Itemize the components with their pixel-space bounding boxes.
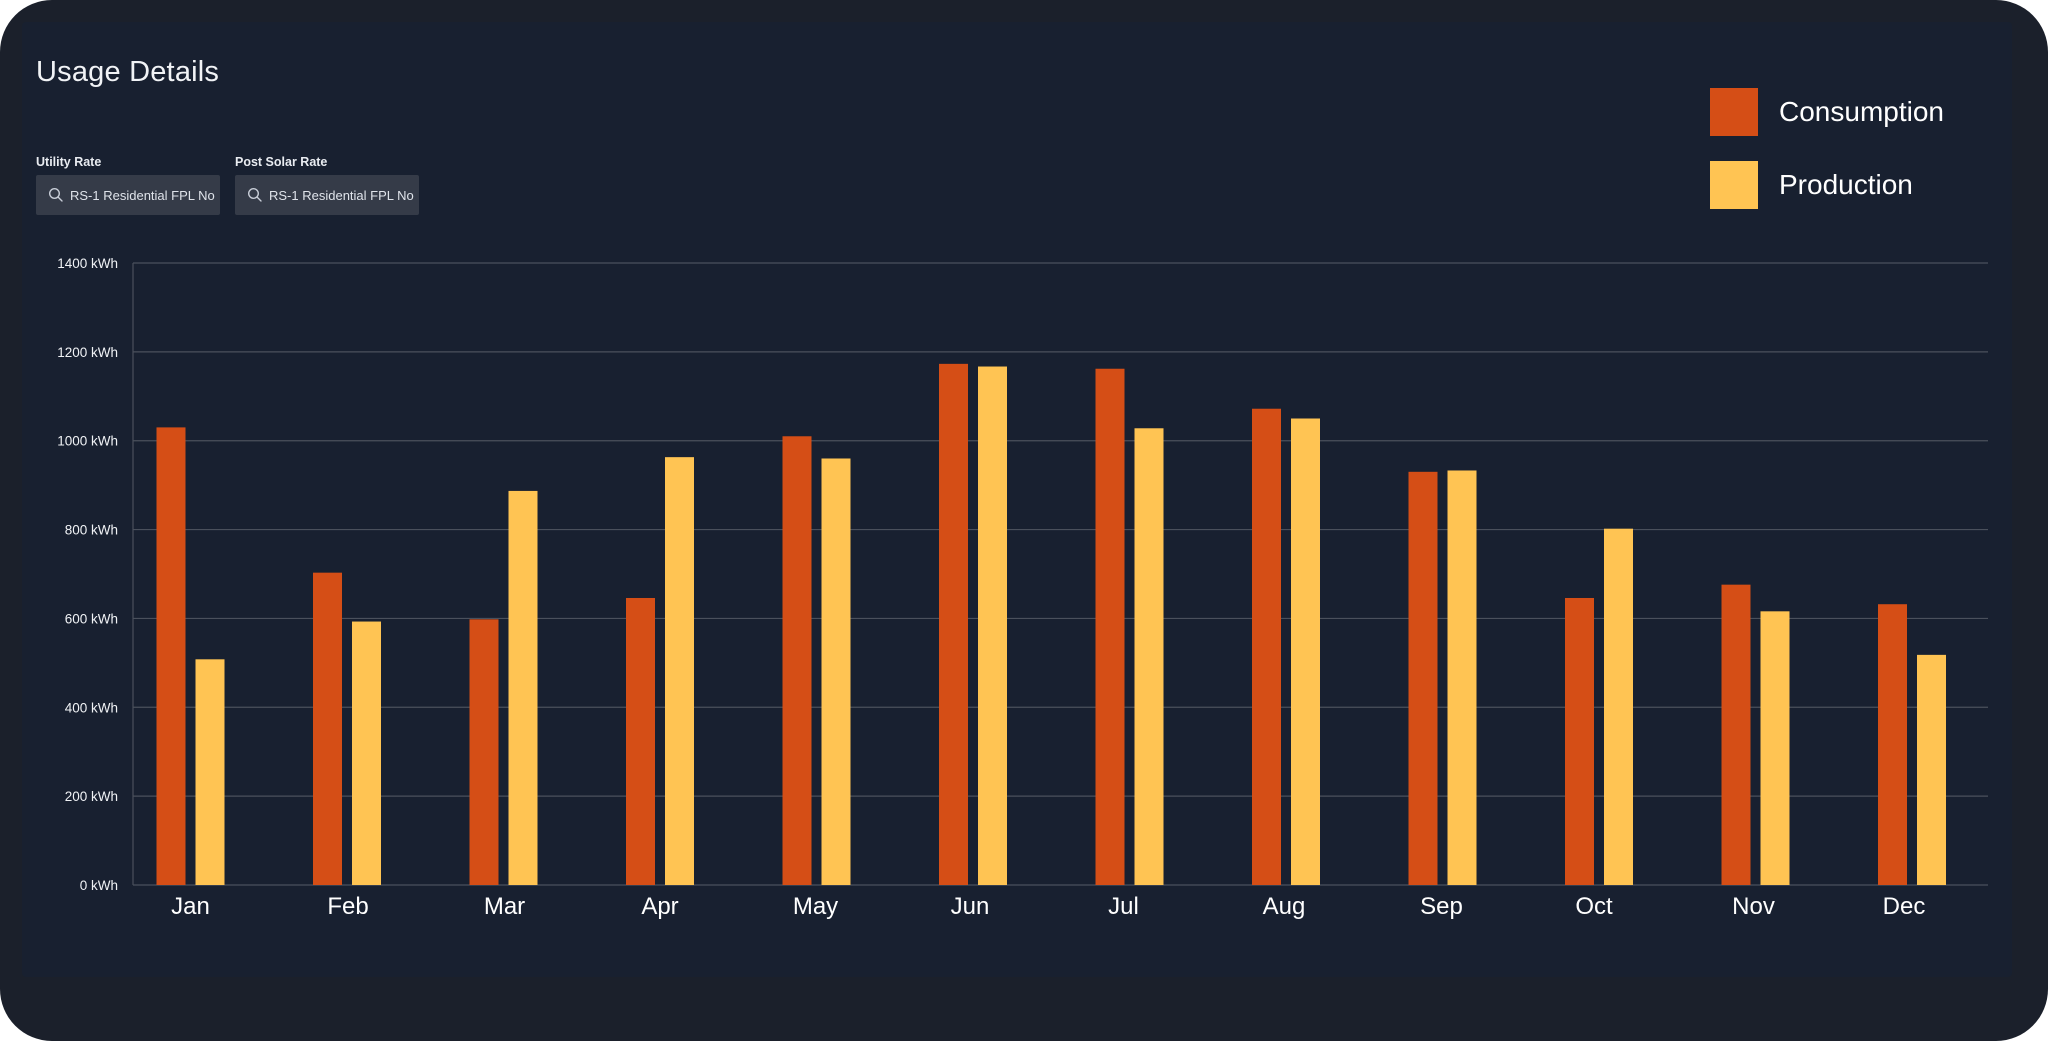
bar-consumption-sep xyxy=(1408,471,1438,885)
y-tick-label: 1000 kWh xyxy=(57,434,118,449)
x-tick-label: Jan xyxy=(171,893,210,920)
legend-item-consumption: Consumption xyxy=(1710,88,1944,136)
bar-production-dec xyxy=(1917,654,1946,885)
y-tick-label: 1200 kWh xyxy=(57,345,118,360)
legend-swatch-consumption xyxy=(1710,88,1758,136)
search-icon xyxy=(48,187,63,202)
post-solar-rate-label: Post Solar Rate xyxy=(235,155,328,169)
y-tick-label: 1400 kWh xyxy=(57,256,118,271)
bar-consumption-apr xyxy=(626,597,655,885)
x-tick-label: Mar xyxy=(484,893,525,920)
legend-swatch-production xyxy=(1710,161,1758,209)
bar-production-mar xyxy=(508,490,538,885)
bar-production-jan xyxy=(195,659,225,885)
search-icon xyxy=(247,187,262,202)
post-solar-rate-search[interactable] xyxy=(235,175,419,215)
x-tick-label: Dec xyxy=(1883,893,1926,920)
y-tick-label: 400 kWh xyxy=(65,700,118,715)
post-solar-rate-input[interactable] xyxy=(269,187,419,203)
bar-consumption-feb xyxy=(313,572,342,885)
bar-consumption-jan xyxy=(156,427,186,885)
page-title: Usage Details xyxy=(36,56,220,88)
legend-label-consumption: Consumption xyxy=(1779,96,1944,127)
bar-consumption-aug xyxy=(1252,408,1281,885)
utility-rate-input[interactable] xyxy=(70,187,220,203)
y-tick-label: 800 kWh xyxy=(65,523,118,538)
x-tick-label: Feb xyxy=(327,893,368,920)
bar-consumption-oct xyxy=(1565,597,1594,885)
x-tick-label: Nov xyxy=(1732,893,1775,920)
bar-production-feb xyxy=(352,621,381,885)
legend-item-production: Production xyxy=(1710,161,1913,209)
bar-production-sep xyxy=(1447,470,1477,885)
bar-production-jun xyxy=(978,366,1007,886)
bar-production-nov xyxy=(1760,611,1790,885)
x-tick-label: Oct xyxy=(1575,893,1613,920)
x-tick-label: Sep xyxy=(1420,893,1463,920)
bar-consumption-dec xyxy=(1878,604,1907,885)
bar-consumption-may xyxy=(782,436,812,885)
y-tick-label: 200 kWh xyxy=(65,789,118,804)
utility-rate-label: Utility Rate xyxy=(36,155,102,169)
bar-production-apr xyxy=(665,457,694,885)
bar-production-aug xyxy=(1291,418,1320,885)
y-tick-label: 0 kWh xyxy=(80,878,118,893)
y-tick-label: 600 kWh xyxy=(65,611,118,626)
bar-consumption-nov xyxy=(1721,584,1751,885)
bar-production-jul xyxy=(1134,428,1164,885)
bar-consumption-jul xyxy=(1095,368,1125,885)
x-tick-label: Jun xyxy=(951,893,990,920)
x-tick-label: Aug xyxy=(1263,893,1306,920)
bar-consumption-jun xyxy=(939,363,968,885)
utility-rate-search[interactable] xyxy=(36,175,220,215)
x-tick-label: Jul xyxy=(1108,893,1139,920)
x-tick-label: May xyxy=(793,893,838,920)
legend-label-production: Production xyxy=(1779,169,1913,200)
bar-production-may xyxy=(821,458,851,885)
bar-production-oct xyxy=(1604,528,1633,885)
bar-consumption-mar xyxy=(469,619,499,885)
x-tick-label: Apr xyxy=(641,893,678,920)
